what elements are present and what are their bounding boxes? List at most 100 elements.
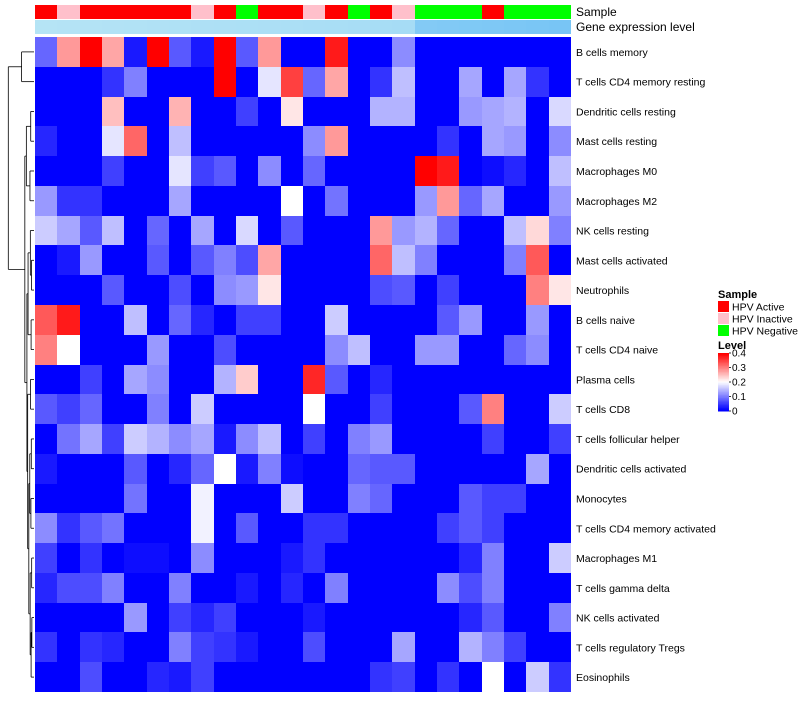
gene-level-annotation-cell-14 [348, 20, 370, 34]
heatmap-cell-r4-c1 [57, 156, 80, 186]
heatmap-cell-r20-c9 [236, 632, 258, 662]
heatmap-cell-r0-c12 [303, 37, 325, 67]
heatmap-cell-r0-c3 [102, 37, 124, 67]
heatmap-cell-r13-c8 [214, 424, 236, 454]
level-tick-label-2: 0.2 [732, 378, 746, 389]
heatmap-cell-r11-c18 [437, 365, 459, 394]
heatmap-cell-r3-c4 [124, 126, 147, 156]
heatmap-cell-r16-c4 [124, 513, 147, 543]
level-colorbar-step-32 [718, 399, 729, 402]
heatmap-cell-r20-c17 [415, 632, 437, 662]
heatmap-cell-r10-c18 [437, 335, 459, 365]
heatmap-cell-r13-c21 [504, 424, 526, 454]
gene-level-annotation-cell-17 [415, 20, 437, 34]
sample-legend-label-0: HPV Active [732, 302, 785, 314]
heatmap-cell-r2-c2 [80, 97, 102, 126]
heatmap-cell-r16-c23 [549, 513, 571, 543]
heatmap-cell-r14-c11 [281, 454, 303, 484]
row-label-5: Macrophages M2 [576, 196, 657, 208]
heatmap-cell-r16-c20 [482, 513, 504, 543]
heatmap-cell-r7-c23 [549, 245, 571, 275]
heatmap-cell-r9-c10 [258, 305, 281, 335]
heatmap-cell-r15-c5 [147, 484, 169, 513]
heatmap-cell-r17-c22 [526, 543, 549, 573]
row-label-17: Macrophages M1 [576, 553, 657, 565]
heatmap-cell-r18-c22 [526, 573, 549, 603]
heatmap-cell-r18-c23 [549, 573, 571, 603]
heatmap-cell-r14-c13 [325, 454, 348, 484]
level-colorbar-step-30 [718, 396, 729, 399]
heatmap-cell-r4-c3 [102, 156, 124, 186]
sample-annotation-cell-10 [258, 5, 281, 19]
heatmap-cell-r4-c22 [526, 156, 549, 186]
heatmap-cell-r14-c4 [124, 454, 147, 484]
level-colorbar-step-2 [718, 355, 729, 358]
sample-annotation-cell-2 [80, 5, 102, 19]
level-colorbar-step-23 [718, 386, 729, 389]
row-label-15: Monocytes [576, 493, 627, 505]
heatmap-cell-r16-c7 [191, 513, 214, 543]
heatmap-cell-r1-c13 [325, 67, 348, 97]
heatmap-cell-r8-c5 [147, 275, 169, 305]
heatmap-cell-r13-c7 [191, 424, 214, 454]
heatmap-cell-r15-c22 [526, 484, 549, 513]
heatmap-cell-r17-c12 [303, 543, 325, 573]
level-colorbar-step-17 [718, 377, 729, 380]
heatmap-cell-r0-c17 [415, 37, 437, 67]
heatmap-cell-r3-c2 [80, 126, 102, 156]
heatmap-cell-r9-c14 [348, 305, 370, 335]
gene-level-annotation-cell-4 [124, 20, 147, 34]
heatmap-cell-r20-c7 [191, 632, 214, 662]
heatmap-cell-r8-c4 [124, 275, 147, 305]
heatmap-cell-r3-c8 [214, 126, 236, 156]
heatmap-cell-r4-c16 [392, 156, 415, 186]
heatmap-cell-r7-c5 [147, 245, 169, 275]
heatmap-cell-r15-c21 [504, 484, 526, 513]
heatmap-cell-r18-c5 [147, 573, 169, 603]
heatmap-cell-r15-c18 [437, 484, 459, 513]
heatmap-cell-r12-c4 [124, 394, 147, 424]
heatmap-cell-r20-c1 [57, 632, 80, 662]
heatmap-cell-r3-c14 [348, 126, 370, 156]
heatmap-cell-r8-c15 [370, 275, 392, 305]
heatmap-cell-r11-c10 [258, 365, 281, 394]
heatmap-cell-r19-c16 [392, 603, 415, 632]
heatmap-cell-r11-c9 [236, 365, 258, 394]
heatmap-cell-r14-c6 [169, 454, 191, 484]
heatmap-cell-r16-c2 [80, 513, 102, 543]
heatmap-cell-r9-c4 [124, 305, 147, 335]
heatmap-cell-r2-c8 [214, 97, 236, 126]
row-label-10: T cells CD4 naive [576, 345, 658, 357]
level-colorbar-step-16 [718, 376, 729, 379]
heatmap-cell-r7-c15 [370, 245, 392, 275]
heatmap-cell-r11-c23 [549, 365, 571, 394]
row-label-14: Dendritic cells activated [576, 464, 686, 476]
heatmap-cell-r7-c21 [504, 245, 526, 275]
sample-annotation-cell-7 [191, 5, 214, 19]
heatmap-cell-r8-c8 [214, 275, 236, 305]
gene-level-annotation-cell-2 [80, 20, 102, 34]
heatmap-cell-r6-c15 [370, 216, 392, 245]
heatmap-cell-r6-c6 [169, 216, 191, 245]
heatmap-cell-r18-c2 [80, 573, 102, 603]
heatmap-cell-r10-c15 [370, 335, 392, 365]
heatmap-cell-r6-c0 [35, 216, 57, 245]
heatmap-cell-r1-c8 [214, 67, 236, 97]
heatmap-cell-r5-c6 [169, 186, 191, 216]
heatmap-cell-r11-c1 [57, 365, 80, 394]
heatmap-cell-r5-c7 [191, 186, 214, 216]
heatmap-cell-r1-c10 [258, 67, 281, 97]
heatmap-cell-r0-c20 [482, 37, 504, 67]
heatmap-cell-r15-c20 [482, 484, 504, 513]
heatmap-cell-r3-c7 [191, 126, 214, 156]
row-label-20: T cells regulatory Tregs [576, 642, 685, 654]
heatmap-cell-r3-c3 [102, 126, 124, 156]
heatmap-cell-r16-c22 [526, 513, 549, 543]
heatmap-cell-r17-c11 [281, 543, 303, 573]
heatmap-cell-r8-c1 [57, 275, 80, 305]
heatmap-cell-r12-c7 [191, 394, 214, 424]
level-colorbar-step-26 [718, 390, 729, 393]
heatmap-cell-r1-c7 [191, 67, 214, 97]
heatmap-cell-r12-c0 [35, 394, 57, 424]
level-colorbar-step-31 [718, 397, 729, 400]
